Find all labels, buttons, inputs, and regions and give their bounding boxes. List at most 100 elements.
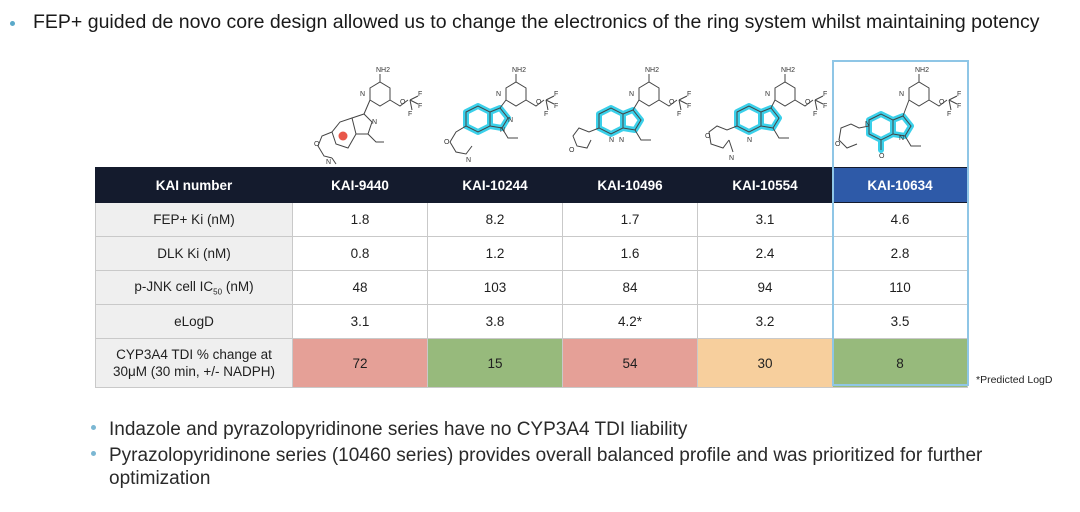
footnote: *Predicted LogD: [976, 374, 1053, 386]
svg-text:O: O: [705, 133, 711, 140]
svg-text:N: N: [865, 121, 870, 128]
table-cell: 3.1: [697, 202, 833, 237]
svg-text:F: F: [957, 91, 961, 98]
svg-text:N: N: [609, 137, 614, 144]
header-compound: KAI-10554: [697, 167, 833, 203]
svg-text:O: O: [536, 99, 542, 106]
svg-text:F: F: [957, 103, 961, 110]
row-label: CYP3A4 TDI % change at 30μM (30 min, +/- …: [95, 338, 293, 388]
table-cell-green: 8: [832, 338, 968, 388]
bullet-text: Indazole and pyrazolopyridinone series h…: [109, 419, 688, 440]
bullet-dot: [91, 451, 96, 456]
table-cell: 1.7: [562, 202, 698, 237]
bullet-item: Pyrazolopyridinone series (10460 series)…: [88, 444, 1048, 490]
table-row: DLK Ki (nM) 0.8 1.2 1.6 2.4 2.8: [95, 236, 968, 271]
table-cell: 84: [562, 270, 698, 305]
headline-text: FEP+ guided de novo core design allowed …: [33, 11, 1040, 33]
svg-text:N: N: [765, 91, 770, 98]
svg-text:N: N: [326, 159, 331, 166]
row-label: DLK Ki (nM): [95, 236, 293, 271]
svg-text:NH2: NH2: [781, 67, 795, 74]
svg-text:N: N: [619, 137, 624, 144]
table-row: p-JNK cell IC50 (nM) 48 103 84 94 110: [95, 270, 968, 305]
svg-text:F: F: [554, 91, 558, 98]
svg-text:N: N: [899, 135, 904, 142]
table-row: eLogD 3.1 3.8 4.2* 3.2 3.5: [95, 304, 968, 339]
svg-text:F: F: [947, 111, 951, 118]
svg-text:O: O: [400, 99, 406, 106]
svg-text:O: O: [835, 141, 841, 148]
svg-text:N: N: [466, 157, 471, 164]
row-label: FEP+ Ki (nM): [95, 202, 293, 237]
svg-text:N: N: [508, 117, 513, 124]
svg-text:O: O: [879, 153, 885, 160]
row-label-line: CYP3A4 TDI % change at: [116, 347, 272, 362]
svg-text:N: N: [496, 91, 501, 98]
table-cell: 1.2: [427, 236, 563, 271]
row-label-unit: (nM): [222, 278, 254, 294]
svg-text:O: O: [314, 141, 320, 148]
row-label-line: 30μM (30 min, +/- NADPH): [113, 364, 275, 379]
table-cell: 0.8: [292, 236, 428, 271]
table-cell: 8.2: [427, 202, 563, 237]
table-cell: 3.2: [697, 304, 833, 339]
svg-text:N: N: [372, 119, 377, 126]
header-label: KAI number: [95, 167, 293, 203]
row-label: eLogD: [95, 304, 293, 339]
headline: FEP+ guided de novo core design allowed …: [10, 8, 1060, 37]
table-header-row: KAI number KAI-9440 KAI-10244 KAI-10496 …: [95, 167, 968, 203]
table-cell: 94: [697, 270, 833, 305]
svg-text:N: N: [899, 91, 904, 98]
table-cell-red: 72: [292, 338, 428, 388]
structure-kai-10244: NH2 N O F F F N N O N: [428, 66, 564, 166]
svg-text:F: F: [687, 91, 691, 98]
svg-text:NH2: NH2: [376, 67, 390, 74]
compound-table: KAI number KAI-9440 KAI-10244 KAI-10496 …: [95, 167, 968, 388]
svg-text:O: O: [444, 139, 450, 146]
svg-text:F: F: [823, 103, 827, 110]
header-compound-highlighted: KAI-10634: [832, 167, 968, 203]
table-cell: 110: [832, 270, 968, 305]
svg-text:F: F: [813, 111, 817, 118]
row-label-subscript: 50: [213, 287, 223, 297]
svg-text:O: O: [805, 99, 811, 106]
svg-text:F: F: [408, 111, 412, 118]
table-cell: 103: [427, 270, 563, 305]
table-cell: 4.6: [832, 202, 968, 237]
row-label-main: p-JNK cell IC: [134, 278, 214, 294]
table-row: CYP3A4 TDI % change at 30μM (30 min, +/- …: [95, 338, 968, 388]
table-cell: 3.5: [832, 304, 968, 339]
svg-text:N: N: [729, 155, 734, 162]
table-cell: 48: [292, 270, 428, 305]
table-cell: 4.2*: [562, 304, 698, 339]
table-cell-green: 15: [427, 338, 563, 388]
structure-kai-10634: NH2 N O F F F N N O O: [833, 66, 969, 166]
header-compound: KAI-10244: [427, 167, 563, 203]
svg-text:O: O: [939, 99, 945, 106]
svg-text:O: O: [569, 147, 575, 154]
bullet-text: Pyrazolopyridinone series (10460 series)…: [109, 445, 983, 489]
row-label: p-JNK cell IC50 (nM): [95, 270, 293, 305]
svg-text:NH2: NH2: [512, 67, 526, 74]
table-cell: 3.1: [292, 304, 428, 339]
header-compound: KAI-9440: [292, 167, 428, 203]
table-cell-orange: 30: [697, 338, 833, 388]
table-cell: 1.8: [292, 202, 428, 237]
svg-text:N: N: [500, 127, 505, 134]
svg-text:N: N: [360, 91, 365, 98]
table-cell: 2.8: [832, 236, 968, 271]
bullet-dot: [91, 425, 96, 430]
bullet-item: Indazole and pyrazolopyridinone series h…: [88, 418, 1048, 441]
svg-text:F: F: [677, 111, 681, 118]
svg-text:O: O: [669, 99, 675, 106]
svg-text:F: F: [544, 111, 548, 118]
svg-text:N: N: [747, 137, 752, 144]
svg-text:F: F: [554, 103, 558, 110]
svg-text:F: F: [687, 103, 691, 110]
svg-text:F: F: [418, 91, 422, 98]
svg-text:NH2: NH2: [915, 67, 929, 74]
table-row: FEP+ Ki (nM) 1.8 8.2 1.7 3.1 4.6: [95, 202, 968, 237]
bullet-dot: [10, 21, 15, 26]
table-cell: 3.8: [427, 304, 563, 339]
header-compound: KAI-10496: [562, 167, 698, 203]
